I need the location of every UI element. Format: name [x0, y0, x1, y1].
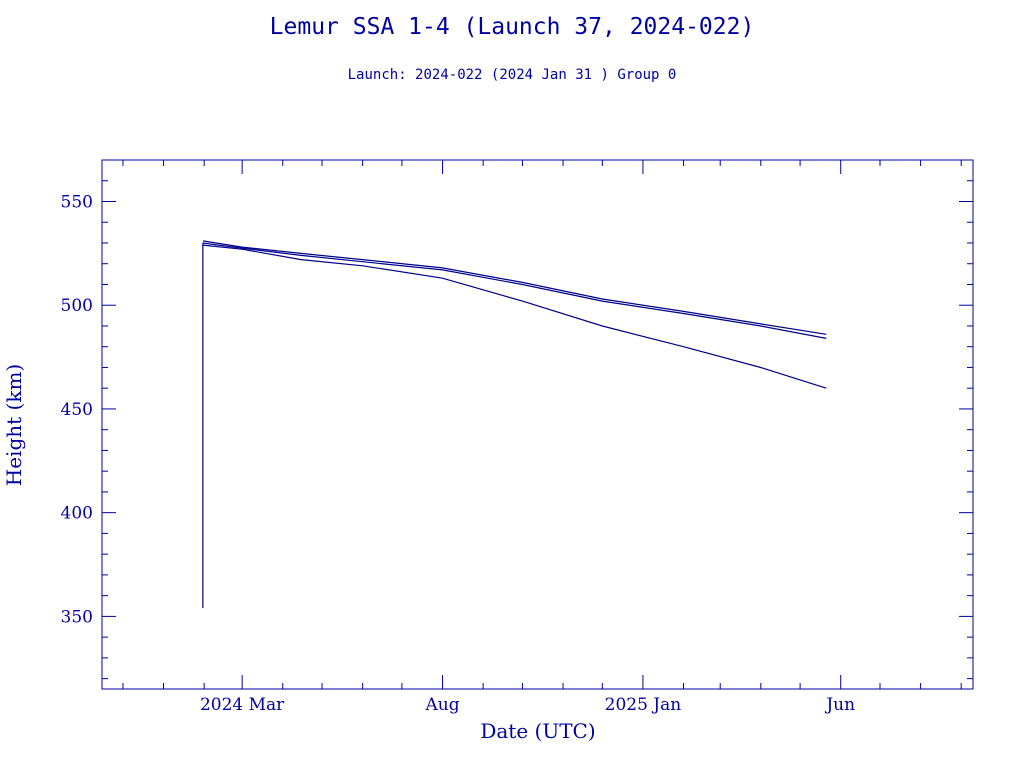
- y-tick-label: 350: [61, 607, 93, 627]
- axis-ticks: [102, 160, 973, 689]
- x-tick-label: Jun: [824, 695, 855, 715]
- y-tick-labels: 350 400 450 500 550: [61, 192, 93, 627]
- series-line-1: [202, 240, 827, 335]
- x-tick-labels: 2024 Mar Aug 2025 Jan Jun: [200, 695, 855, 715]
- x-tick-label: Aug: [424, 695, 459, 715]
- series-line-3: [202, 244, 827, 389]
- series-group: [202, 240, 827, 609]
- y-tick-label: 550: [61, 192, 93, 212]
- series-line-2: [202, 242, 827, 339]
- chart-subtitle: Launch: 2024-022 (2024 Jan 31 ) Group 0: [347, 67, 677, 83]
- y-tick-label: 400: [61, 504, 93, 524]
- plot-frame: [101, 159, 974, 690]
- y-tick-label: 500: [61, 296, 93, 316]
- chart-title: Lemur SSA 1-4 (Launch 37, 2024-022): [269, 14, 755, 40]
- x-axis-label: Date (UTC): [480, 719, 595, 743]
- x-tick-label: 2024 Mar: [200, 695, 285, 715]
- y-tick-label: 450: [61, 400, 93, 420]
- x-tick-label: 2025 Jan: [605, 695, 682, 715]
- y-axis-label: Height (km): [2, 364, 26, 486]
